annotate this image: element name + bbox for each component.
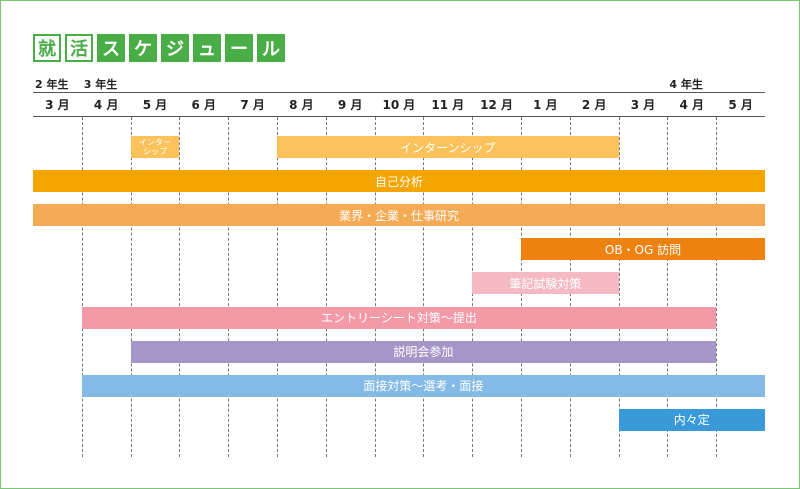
bar-label: 自己分析 xyxy=(374,174,423,189)
schedule-bar: インターンシップ xyxy=(277,136,619,158)
title-char: ー xyxy=(225,34,253,62)
title-char: ル xyxy=(257,34,285,62)
title-char: ュ xyxy=(193,34,221,62)
month-divider xyxy=(667,117,669,457)
page-title: 就活スケジュール xyxy=(33,34,285,64)
month-divider xyxy=(716,117,718,457)
year-label: 4 年生 xyxy=(669,78,703,91)
month-label: 10 月 xyxy=(382,98,416,112)
month-divider xyxy=(374,117,376,457)
month-label: 3 月 xyxy=(45,98,70,112)
schedule-bar: 業界・企業・仕事研究 xyxy=(33,204,765,227)
bar-label: OB・OG 訪問 xyxy=(604,242,682,257)
title-char: 就 xyxy=(33,34,61,62)
title-char: ス xyxy=(97,34,125,62)
bar-label: 業界・企業・仕事研究 xyxy=(338,208,459,223)
schedule-bar: 説明会参加 xyxy=(130,340,717,363)
bar-label: インターンシップ xyxy=(400,140,496,155)
year-label: 2 年生 xyxy=(35,78,69,91)
month-label: 12 月 xyxy=(480,98,514,112)
month-label: 7 月 xyxy=(240,98,265,112)
bar-label: 筆記試験対策 xyxy=(509,276,582,291)
bar-label: 面接対策〜選考・面接 xyxy=(363,379,484,394)
month-label: 1 月 xyxy=(533,98,558,112)
title-char: ジ xyxy=(161,34,189,62)
month-divider xyxy=(179,117,181,457)
month-label: 8 月 xyxy=(289,98,314,112)
header-rule xyxy=(33,116,765,117)
month-divider xyxy=(130,117,132,457)
bar-label: インター xyxy=(138,138,171,147)
schedule-bar: 面接対策〜選考・面接 xyxy=(81,374,765,397)
bar-label: エントリーシート対策〜提出 xyxy=(321,311,477,325)
month-label: 4 月 xyxy=(679,98,705,112)
month-divider xyxy=(277,117,278,457)
bar-label: シップ xyxy=(142,147,167,156)
month-label: 5 月 xyxy=(142,98,168,112)
title-char: 活 xyxy=(65,34,93,62)
schedule-bar: OB・OG 訪問 xyxy=(521,238,765,261)
month-label: 4 月 xyxy=(93,98,119,112)
schedule-bar: エントリーシート対策〜提出 xyxy=(81,306,717,329)
bar-label: 説明会参加 xyxy=(393,345,454,360)
month-label: 3 月 xyxy=(630,98,656,112)
month-divider xyxy=(423,117,425,457)
schedule-bar: 筆記試験対策 xyxy=(472,272,619,295)
month-divider xyxy=(81,117,83,457)
bar-label: 内々定 xyxy=(673,413,710,428)
month-label: 9 月 xyxy=(337,98,363,112)
month-label: 6 月 xyxy=(191,98,217,112)
month-label: 2 月 xyxy=(581,98,607,112)
month-divider xyxy=(228,117,230,457)
month-divider xyxy=(325,117,327,457)
month-label: 5 月 xyxy=(728,98,753,112)
title-char: ケ xyxy=(129,34,157,62)
schedule-bar: 内々定 xyxy=(618,408,765,431)
schedule-bar: 自己分析 xyxy=(33,170,765,193)
header-rule xyxy=(33,92,765,93)
month-label: 11 月 xyxy=(431,98,465,112)
month-divider xyxy=(618,117,620,457)
year-label: 3 年生 xyxy=(83,78,118,91)
schedule-bar: インター シップ xyxy=(130,136,180,158)
